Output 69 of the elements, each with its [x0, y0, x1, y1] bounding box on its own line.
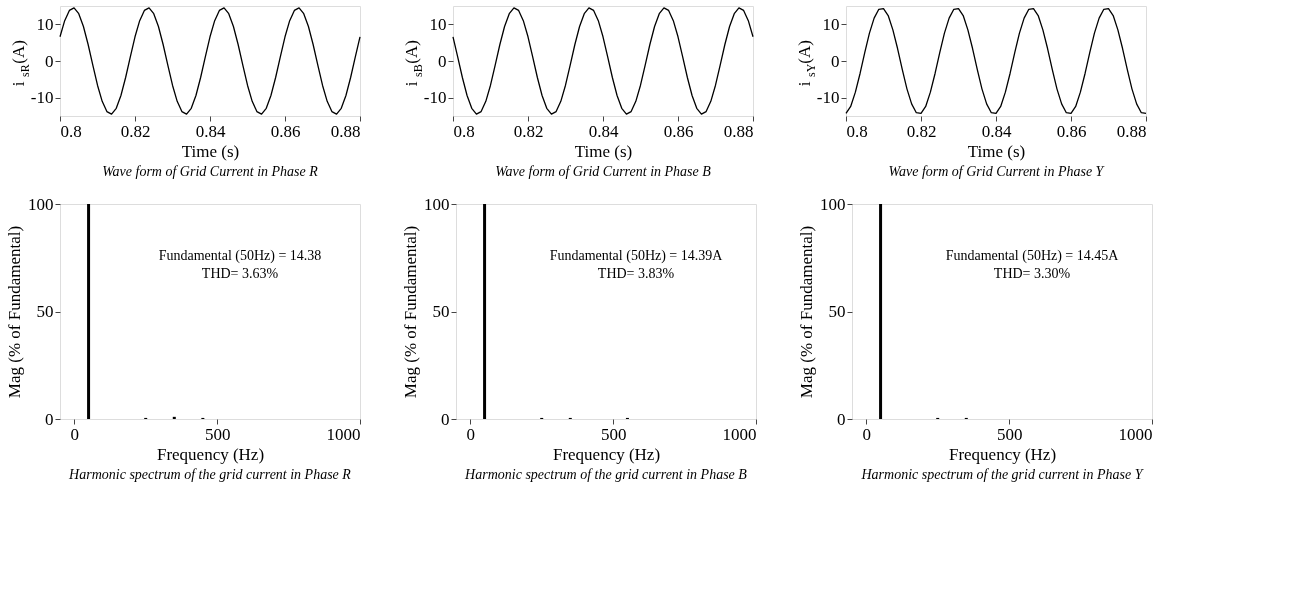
y-axis-title: Mag (% of Fundamental): [5, 225, 24, 399]
annotation: Fundamental (50Hz) = 14.38: [158, 247, 322, 264]
x-tick-label: 0: [862, 424, 872, 444]
text: Harmonic spectrum of the grid current in Phase B: [464, 467, 748, 482]
x-tick-label: 0.86: [270, 121, 301, 141]
x-tick-label: 0.86: [1056, 121, 1087, 141]
y-tick-label: -10: [816, 88, 840, 108]
y-tick-label: 0: [45, 409, 54, 429]
y-tick-label: 10: [36, 14, 54, 34]
x-tick-label: 0.84: [195, 121, 226, 141]
x-tick-label: 0.88: [330, 121, 361, 141]
y-tick-label: 0: [45, 51, 54, 71]
x-tick-label: 0.86: [663, 121, 694, 141]
y-tick-label: -10: [30, 88, 54, 108]
x-tick-label: 0: [70, 424, 80, 444]
x-tick-label: 0.8: [60, 121, 82, 141]
x-tick-label: 500: [600, 424, 627, 444]
annotation: THD= 3.83%: [597, 265, 675, 281]
x-tick-label: 0.84: [588, 121, 619, 141]
y-axis-title: Mag (% of Fundamental): [401, 225, 420, 399]
text: Harmonic spectrum of the grid current in Phase R: [68, 467, 352, 482]
y-tick-label: 10: [822, 14, 840, 34]
x-tick-label: 1000: [722, 424, 757, 444]
x-tick-label: 0.8: [846, 121, 868, 141]
x-tick-label: 0.82: [513, 121, 544, 141]
x-tick-label: 0.8: [453, 121, 475, 141]
x-tick-label: 0: [466, 424, 476, 444]
y-axis-title: isR(A): [9, 40, 32, 87]
line-series: [845, 7, 1147, 115]
x-tick-label: 500: [996, 424, 1023, 444]
y-tick-label: 100: [424, 194, 450, 214]
annotation: Fundamental (50Hz) = 14.39A: [549, 247, 724, 264]
x-tick-label: 500: [204, 424, 231, 444]
line-series: [59, 7, 361, 115]
text: Wave form of Grid Current in Phase R: [102, 164, 319, 179]
y-axis-title: Mag (% of Fundamental): [797, 225, 816, 399]
y-axis-title: isB(A): [402, 40, 425, 87]
text: Wave form of Grid Current in Phase B: [495, 164, 712, 179]
x-axis-title: Frequency (Hz): [156, 444, 265, 464]
y-tick-label: 0: [837, 409, 846, 429]
y-tick-label: 50: [828, 302, 846, 321]
annotation: THD= 3.30%: [993, 265, 1071, 281]
x-tick-label: 0.82: [120, 121, 151, 141]
x-tick-label: 1000: [1118, 424, 1153, 444]
y-axis-title: isY(A): [795, 40, 818, 87]
line-series: [452, 7, 754, 115]
annotation: THD= 3.63%: [201, 265, 279, 281]
x-tick-label: 0.84: [981, 121, 1012, 141]
y-tick-label: 100: [28, 194, 54, 214]
y-tick-label: 0: [438, 51, 447, 71]
y-tick-label: 100: [820, 194, 846, 214]
x-axis-title: Time (s): [967, 141, 1026, 161]
text: Harmonic spectrum of the grid current in Phase Y: [860, 467, 1145, 482]
x-tick-label: 1000: [326, 424, 361, 444]
text: Wave form of Grid Current in Phase Y: [888, 164, 1106, 179]
x-axis-title: Frequency (Hz): [948, 444, 1057, 464]
y-tick-label: 0: [831, 51, 840, 71]
y-tick-label: 0: [441, 409, 450, 429]
x-tick-label: 0.88: [723, 121, 754, 141]
x-axis-title: Time (s): [574, 141, 633, 161]
y-tick-label: 50: [36, 302, 54, 321]
x-axis-title: Time (s): [181, 141, 240, 161]
x-axis-title: Frequency (Hz): [552, 444, 661, 464]
x-tick-label: 0.82: [906, 121, 937, 141]
y-tick-label: 10: [429, 14, 447, 34]
x-tick-label: 0.88: [1116, 121, 1147, 141]
y-tick-label: -10: [423, 88, 447, 108]
annotation: Fundamental (50Hz) = 14.45A: [945, 247, 1120, 264]
y-tick-label: 50: [432, 302, 450, 321]
